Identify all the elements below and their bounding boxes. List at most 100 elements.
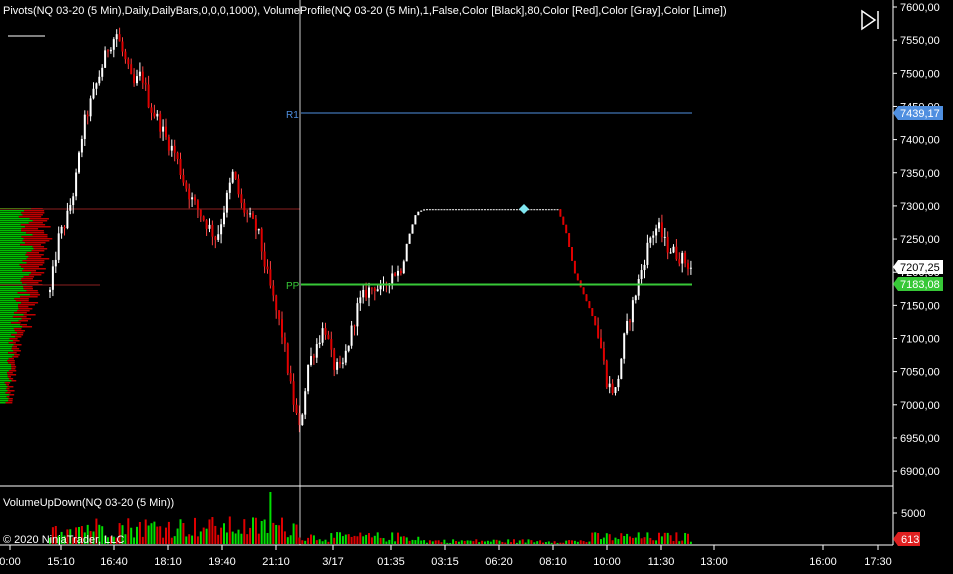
profile-up-bar bbox=[0, 368, 12, 370]
volume-bar bbox=[281, 517, 283, 544]
volume-bar bbox=[579, 540, 582, 544]
volume-bar bbox=[655, 540, 658, 544]
profile-up-bar bbox=[0, 214, 23, 216]
candle-body bbox=[614, 387, 617, 393]
volume-bar bbox=[173, 536, 176, 544]
volume-bar bbox=[582, 541, 585, 544]
volume-bar bbox=[663, 532, 666, 544]
candle-body bbox=[252, 213, 254, 219]
profile-down-bar bbox=[32, 220, 48, 222]
volume-bar bbox=[565, 540, 568, 544]
candle-body bbox=[678, 259, 681, 264]
volume-bar bbox=[440, 542, 443, 544]
profile-up-bar bbox=[0, 226, 26, 228]
candle-body bbox=[533, 209, 536, 211]
volume-bar bbox=[617, 539, 620, 544]
candle-body bbox=[605, 360, 608, 388]
candle-body bbox=[121, 41, 124, 52]
candle-body bbox=[109, 49, 112, 52]
volume-bar bbox=[486, 540, 489, 544]
volume-bar bbox=[170, 537, 173, 544]
candle-body bbox=[376, 289, 379, 292]
volume-bar bbox=[104, 535, 107, 544]
profile-down-bar bbox=[21, 302, 39, 304]
time-axis-label: 3/17 bbox=[322, 556, 343, 568]
volume-bar bbox=[634, 537, 637, 544]
candle-body bbox=[420, 210, 423, 212]
candle-body bbox=[104, 50, 107, 68]
profile-down-bar bbox=[8, 370, 17, 372]
profile-down-bar bbox=[13, 344, 22, 346]
profile-up-bar bbox=[0, 388, 7, 390]
candle-body bbox=[486, 209, 489, 211]
volume-bar bbox=[385, 541, 388, 544]
drawing-anchor-icon[interactable] bbox=[519, 204, 529, 214]
candle-body bbox=[571, 247, 573, 261]
profile-down-bar bbox=[22, 326, 33, 328]
candle-body bbox=[54, 259, 57, 267]
volume-bar bbox=[521, 539, 524, 544]
candle-body bbox=[646, 242, 649, 265]
volume-bar bbox=[687, 533, 689, 544]
volume-bar bbox=[446, 542, 449, 544]
price-candles bbox=[49, 27, 692, 433]
play-end-icon[interactable] bbox=[860, 9, 882, 31]
profile-up-bar bbox=[0, 266, 22, 268]
profile-up-bar bbox=[0, 334, 12, 336]
volume-bar bbox=[611, 540, 614, 544]
volume-bar bbox=[539, 540, 542, 544]
profile-down-bar bbox=[8, 362, 15, 364]
volume-bar bbox=[527, 539, 530, 544]
profile-up-bar bbox=[0, 276, 24, 278]
profile-up-bar bbox=[0, 342, 9, 344]
profile-up-bar bbox=[0, 402, 6, 404]
volume-bar bbox=[504, 542, 507, 544]
candle-body bbox=[457, 209, 460, 211]
candle-body bbox=[437, 209, 440, 211]
candle-body bbox=[63, 226, 66, 229]
candle-body bbox=[95, 83, 98, 89]
volume-bar bbox=[141, 536, 144, 544]
profile-down-bar bbox=[26, 262, 45, 264]
candle-body bbox=[205, 220, 208, 229]
profile-down-bar bbox=[5, 402, 13, 404]
volume-bar bbox=[515, 542, 518, 544]
volume-bar bbox=[254, 517, 257, 544]
volume-bar bbox=[359, 532, 362, 544]
volume-bar bbox=[623, 535, 626, 544]
candle-body bbox=[66, 210, 69, 229]
volume-bar bbox=[501, 541, 504, 544]
volume-bar bbox=[147, 525, 150, 544]
candle-body bbox=[92, 88, 95, 99]
profile-up-bar bbox=[0, 294, 30, 296]
profile-up-bar bbox=[0, 372, 8, 374]
candle-body bbox=[559, 209, 562, 217]
volume-bar bbox=[214, 525, 217, 544]
candle-body bbox=[591, 308, 594, 317]
candle-body bbox=[138, 71, 141, 77]
candle-body bbox=[237, 178, 240, 195]
profile-up-bar bbox=[0, 218, 30, 220]
candle-body bbox=[498, 209, 501, 211]
profile-up-bar bbox=[0, 234, 33, 236]
candle-body bbox=[594, 316, 597, 326]
volume-bar bbox=[408, 540, 411, 544]
candle-body bbox=[449, 209, 452, 211]
r1-price-tag-text: 7439,17 bbox=[900, 108, 940, 120]
profile-down-bar bbox=[7, 374, 17, 376]
volume-bar bbox=[243, 519, 246, 544]
profile-down-bar bbox=[14, 312, 27, 314]
volume-bar bbox=[405, 537, 408, 544]
profile-up-bar bbox=[0, 240, 23, 242]
time-axis-label: 16:40 bbox=[100, 556, 128, 568]
profile-up-bar bbox=[0, 310, 18, 312]
time-axis[interactable]: 0:00 15:10 16:40 18:10 19:40 21:10 3/17 01:35 03… bbox=[0, 545, 892, 568]
volume-bar bbox=[356, 536, 359, 544]
candle-body bbox=[362, 289, 365, 298]
price-axis[interactable]: 7600,007550,007500,007450,007400,007350,… bbox=[893, 2, 940, 478]
last-price-tag: 7207,25 bbox=[893, 260, 943, 274]
profile-down-bar bbox=[22, 270, 37, 272]
candle-body bbox=[130, 64, 133, 75]
volume-bar bbox=[637, 532, 640, 544]
